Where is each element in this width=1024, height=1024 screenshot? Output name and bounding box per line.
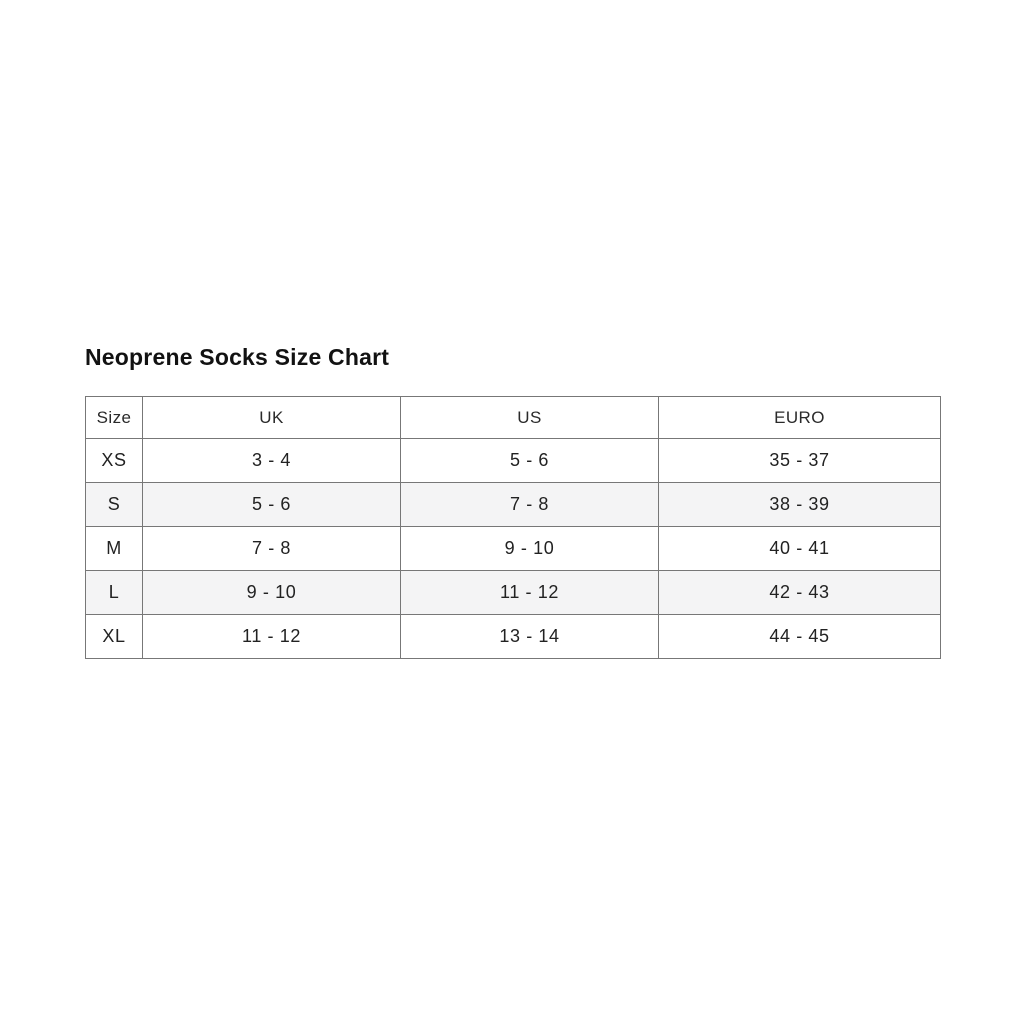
cell-us: 7 - 8 [400, 482, 659, 527]
cell-uk: 7 - 8 [142, 526, 401, 571]
cell-size: L [85, 570, 143, 615]
cell-euro: 40 - 41 [658, 526, 941, 571]
table-header-row: Size UK US EURO [85, 396, 941, 439]
cell-size: XL [85, 614, 143, 659]
table-row: XS 3 - 4 5 - 6 35 - 37 [85, 438, 941, 483]
table-row: S 5 - 6 7 - 8 38 - 39 [85, 482, 941, 527]
size-chart-table: Size UK US EURO XS 3 - 4 5 - 6 35 - 37 S… [85, 396, 941, 659]
cell-euro: 35 - 37 [658, 438, 941, 483]
cell-euro: 38 - 39 [658, 482, 941, 527]
cell-size: XS [85, 438, 143, 483]
column-header-uk: UK [142, 396, 401, 439]
cell-us: 13 - 14 [400, 614, 659, 659]
cell-euro: 42 - 43 [658, 570, 941, 615]
column-header-size: Size [85, 396, 143, 439]
cell-us: 11 - 12 [400, 570, 659, 615]
cell-us: 9 - 10 [400, 526, 659, 571]
column-header-us: US [400, 396, 659, 439]
cell-us: 5 - 6 [400, 438, 659, 483]
cell-size: M [85, 526, 143, 571]
cell-uk: 5 - 6 [142, 482, 401, 527]
table-row: M 7 - 8 9 - 10 40 - 41 [85, 526, 941, 571]
cell-size: S [85, 482, 143, 527]
cell-euro: 44 - 45 [658, 614, 941, 659]
page-title: Neoprene Socks Size Chart [85, 344, 390, 370]
table-row: L 9 - 10 11 - 12 42 - 43 [85, 570, 941, 615]
cell-uk: 9 - 10 [142, 570, 401, 615]
size-chart-section: Neoprene Socks Size Chart Size UK US EUR… [85, 344, 941, 659]
cell-uk: 11 - 12 [142, 614, 401, 659]
cell-uk: 3 - 4 [142, 438, 401, 483]
column-header-euro: EURO [658, 396, 941, 439]
table-row: XL 11 - 12 13 - 14 44 - 45 [85, 614, 941, 659]
